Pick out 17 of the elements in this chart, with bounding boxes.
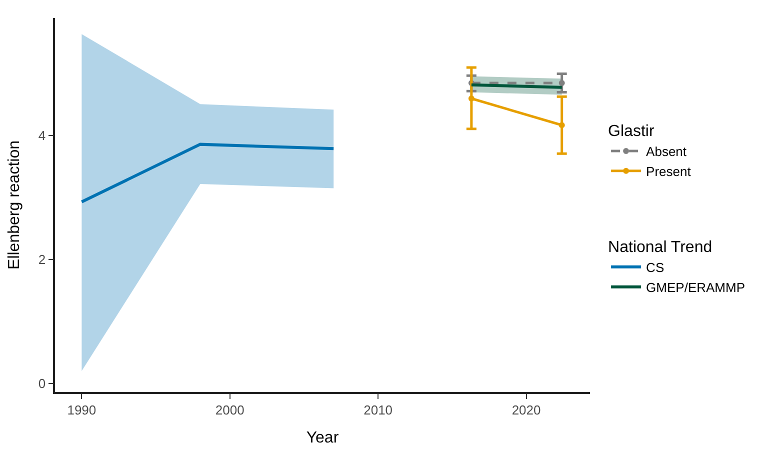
x-tick-label: 2020 — [512, 402, 541, 418]
x-tick-label: 2000 — [215, 402, 244, 418]
y-tick-label: 0 — [38, 376, 46, 391]
legend-label: Absent — [646, 144, 687, 160]
y-axis-title: Ellenberg reaction — [6, 140, 23, 270]
y-tick-label: 4 — [38, 128, 46, 144]
y-tick-label: 2 — [38, 252, 46, 268]
x-axis-title: Year — [306, 430, 340, 447]
x-tick-label: 1990 — [67, 402, 96, 418]
legend-label: GMEP/ERAMMP — [646, 280, 746, 295]
legend-label: Present — [646, 164, 692, 179]
text: National Trend — [608, 238, 712, 256]
x-tick-label: 2010 — [364, 402, 393, 418]
point — [468, 96, 474, 102]
text: Glastir — [608, 123, 654, 140]
legend-label: CS — [646, 260, 664, 275]
point — [558, 122, 565, 128]
